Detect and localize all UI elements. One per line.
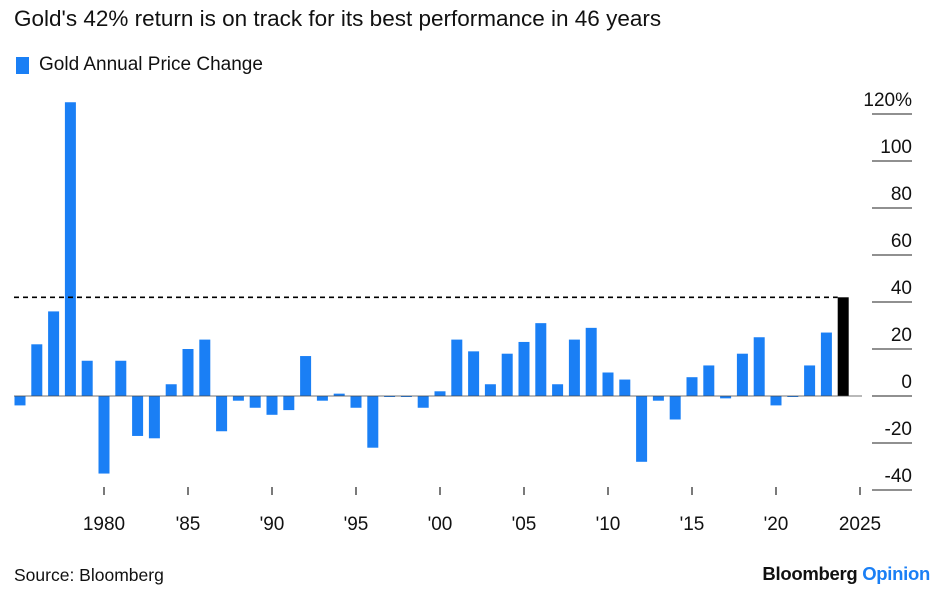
bar-2017: [720, 396, 732, 399]
bar-1980: [98, 396, 110, 474]
bar-1988: [232, 396, 244, 401]
bar-1997: [384, 396, 396, 397]
y-tick-label: 80: [891, 184, 912, 205]
bar-2005: [518, 341, 530, 396]
legend-label: Gold Annual Price Change: [39, 54, 263, 75]
bar-2004: [501, 353, 513, 396]
bar-1977: [48, 311, 60, 396]
bar-1999: [417, 396, 429, 408]
bar-1981: [115, 360, 127, 396]
brand-main: Bloomberg: [762, 563, 858, 584]
y-tick-label: 40: [891, 278, 912, 299]
bar-1998: [400, 396, 412, 397]
bar-2001: [451, 339, 463, 396]
y-axis: 120% 100 80 60 40 20 0 -20 -40: [863, 90, 912, 491]
bar-2003: [484, 384, 496, 396]
bars: [14, 102, 862, 474]
bar-2002: [468, 351, 480, 396]
bar-1985: [182, 349, 194, 396]
x-tick-label: 1980: [83, 514, 125, 535]
chart-title: Gold's 42% return is on track for its be…: [14, 6, 662, 31]
x-tick-label: '95: [344, 514, 369, 535]
bar-2023: [820, 332, 832, 396]
bar-2021: [787, 396, 799, 397]
bar-1979: [81, 360, 93, 396]
x-tick-label: '00: [428, 514, 453, 535]
x-axis: 1980 '85 '90 '95 '00 '05 '10 '15 '20 2025: [83, 487, 881, 535]
bar-1991: [283, 396, 295, 411]
bar-2020: [770, 396, 782, 406]
bar-1994: [333, 393, 345, 396]
bar-2006: [535, 323, 547, 396]
bar-1996: [367, 396, 379, 448]
y-tick-label: 120%: [863, 90, 912, 111]
x-tick-label: '85: [176, 514, 201, 535]
bar-1987: [216, 396, 228, 432]
bar-2015: [686, 377, 698, 396]
y-tick-label: 100: [880, 137, 912, 158]
bar-1990: [266, 396, 278, 415]
brand-logo: Bloomberg Opinion: [762, 563, 930, 585]
bar-1992: [300, 356, 312, 396]
bar-1989: [249, 396, 261, 408]
bar-2012: [636, 396, 648, 462]
bar-2019: [753, 337, 765, 396]
x-tick-label: '10: [596, 514, 621, 535]
bar-1982: [132, 396, 144, 436]
bar-1978: [64, 102, 76, 396]
bar-highlight-2024: [837, 297, 849, 396]
x-tick-label: '20: [764, 514, 789, 535]
bar-2013: [652, 396, 664, 401]
bar-1986: [199, 339, 211, 396]
brand-sub: Opinion: [862, 563, 930, 584]
bar-2008: [568, 339, 580, 396]
bar-2014: [669, 396, 681, 420]
source-note: Source: Bloomberg: [14, 565, 164, 585]
x-tick-label: '90: [260, 514, 285, 535]
y-tick-label: -20: [885, 419, 912, 440]
bar-2022: [804, 365, 816, 396]
x-tick-label: '05: [512, 514, 537, 535]
y-tick-label: -40: [885, 466, 912, 487]
bar-2000: [434, 391, 446, 396]
bar-1995: [350, 396, 362, 408]
bar-2018: [736, 353, 748, 396]
y-tick-label: 20: [891, 325, 912, 346]
legend: Gold Annual Price Change: [16, 54, 263, 76]
legend-swatch: [16, 56, 29, 74]
bar-1976: [31, 344, 43, 396]
bar-1993: [316, 396, 328, 401]
x-tick-label: '15: [680, 514, 705, 535]
bar-2009: [585, 327, 597, 396]
bar-1984: [165, 384, 177, 396]
bar-2016: [703, 365, 715, 396]
bar-1975: [14, 396, 26, 406]
bar-1983: [148, 396, 160, 439]
bar-2011: [619, 379, 631, 396]
bar-2010: [602, 372, 614, 396]
y-tick-label: 60: [891, 231, 912, 252]
bar-2007: [552, 384, 564, 396]
x-tick-label: 2025: [839, 514, 881, 535]
y-tick-label: 0: [901, 372, 912, 393]
